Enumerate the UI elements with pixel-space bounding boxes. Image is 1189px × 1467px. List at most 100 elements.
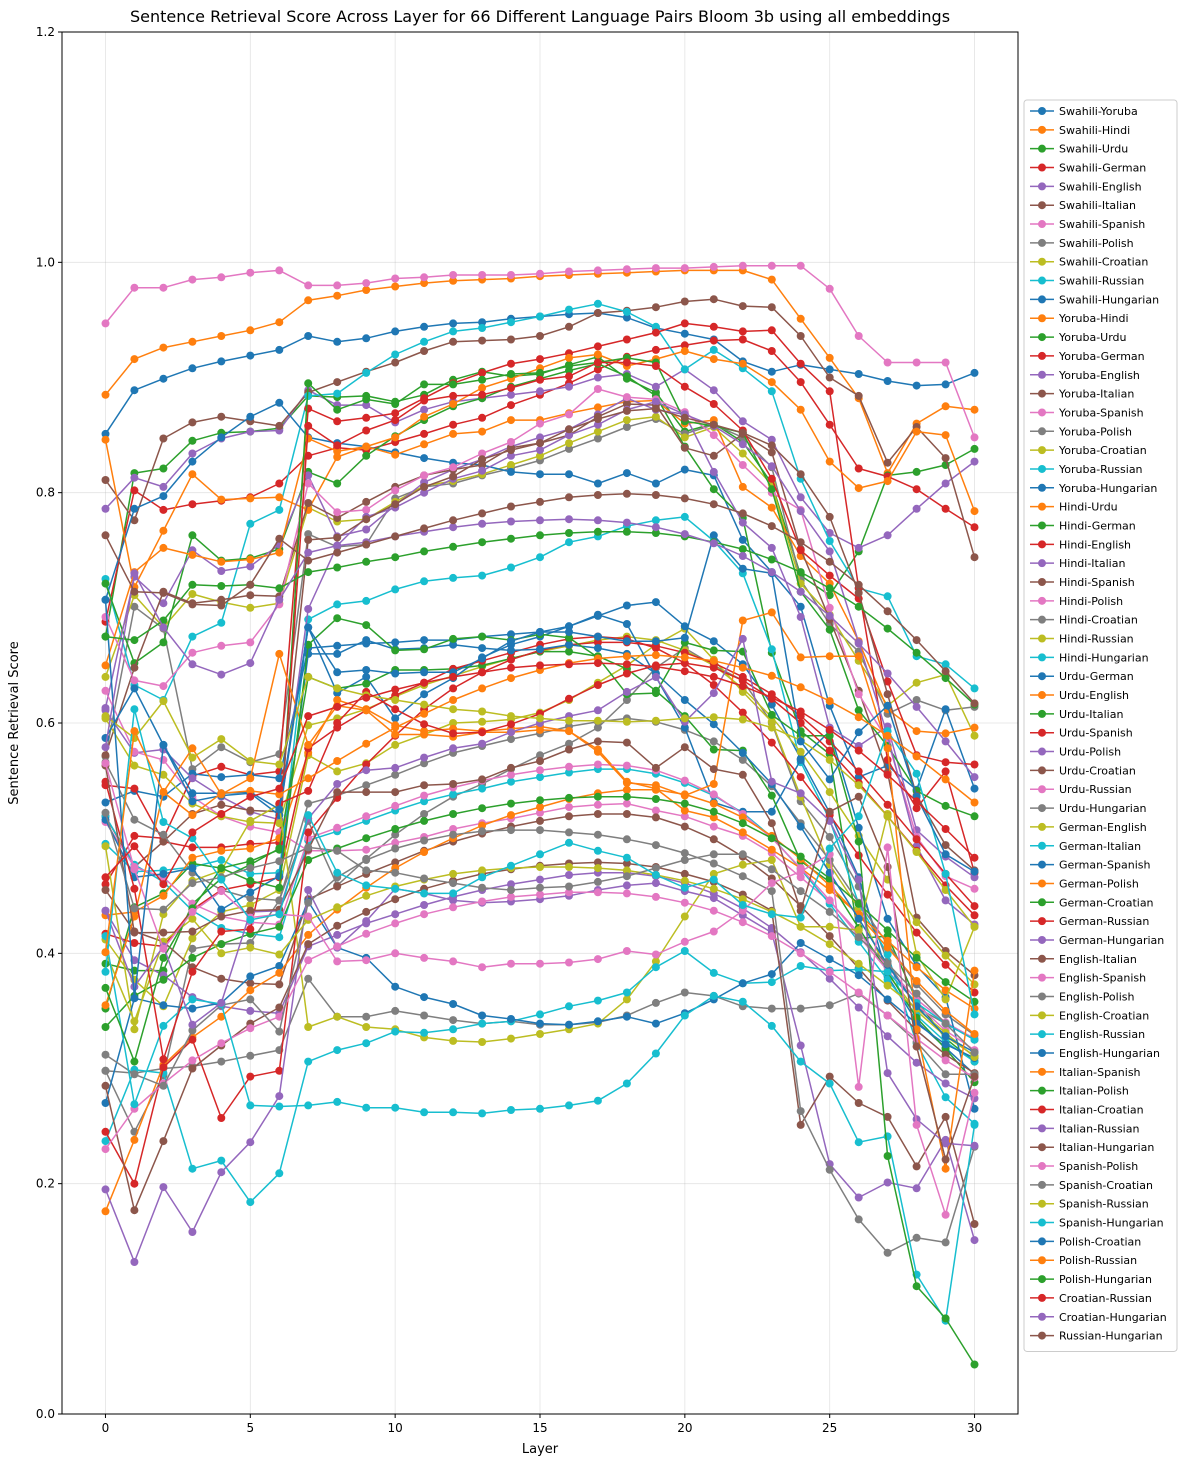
data-point xyxy=(130,1057,139,1066)
data-point xyxy=(709,485,718,494)
legend-marker xyxy=(1038,408,1046,417)
legend-marker xyxy=(1038,766,1046,775)
legend-entry: English-Croatian xyxy=(1030,1009,1149,1022)
data-point xyxy=(565,362,573,370)
data-point xyxy=(825,746,834,755)
data-point xyxy=(188,843,197,852)
data-point xyxy=(159,818,168,826)
data-point xyxy=(478,466,487,475)
data-point xyxy=(767,474,776,483)
data-point xyxy=(159,755,168,764)
data-point xyxy=(767,723,776,732)
data-point xyxy=(217,495,226,504)
data-point xyxy=(101,531,110,540)
data-point xyxy=(796,747,805,756)
data-point xyxy=(854,767,863,776)
data-point xyxy=(333,291,342,300)
data-point xyxy=(304,615,313,624)
data-point xyxy=(188,744,197,753)
data-point xyxy=(478,707,487,716)
data-point xyxy=(391,500,400,509)
data-point xyxy=(391,450,400,459)
data-point xyxy=(217,789,226,798)
data-point xyxy=(565,633,573,642)
data-point xyxy=(188,580,197,589)
data-point xyxy=(593,610,602,619)
data-point xyxy=(941,504,950,513)
data-point xyxy=(130,1070,139,1079)
data-point xyxy=(912,702,921,711)
data-point xyxy=(709,646,718,655)
data-point xyxy=(854,690,863,699)
data-point xyxy=(159,623,168,632)
data-point xyxy=(709,835,718,844)
data-point xyxy=(449,640,458,649)
data-point xyxy=(333,696,342,704)
data-point xyxy=(709,859,718,868)
data-point xyxy=(507,563,515,572)
data-point xyxy=(246,659,255,668)
legend-marker xyxy=(1038,238,1046,247)
data-point xyxy=(941,1314,950,1323)
data-point xyxy=(275,505,284,514)
legend-marker xyxy=(1038,559,1046,568)
data-point xyxy=(449,523,458,532)
data-point xyxy=(362,834,371,843)
data-point xyxy=(217,998,226,1007)
data-point xyxy=(391,696,400,704)
data-point xyxy=(970,966,979,975)
data-point xyxy=(478,271,487,279)
data-point xyxy=(101,1185,110,1194)
data-point xyxy=(941,1032,950,1041)
data-point xyxy=(478,383,487,392)
data-point xyxy=(593,365,602,374)
y-tick-label: 0.0 xyxy=(36,1407,55,1421)
data-point xyxy=(304,649,313,658)
data-point xyxy=(159,880,168,889)
data-point xyxy=(304,605,313,613)
data-point xyxy=(941,869,950,878)
data-point xyxy=(796,470,805,479)
y-tick-label: 0.2 xyxy=(36,1177,55,1191)
data-point xyxy=(883,959,892,968)
data-point xyxy=(680,912,689,921)
data-point xyxy=(246,816,255,825)
data-point xyxy=(188,934,197,943)
data-point xyxy=(507,655,515,664)
data-point xyxy=(130,283,139,292)
data-point xyxy=(507,770,515,779)
data-point xyxy=(159,837,168,846)
data-point xyxy=(391,770,400,779)
legend-marker xyxy=(1038,295,1046,304)
data-point xyxy=(101,959,110,968)
data-point xyxy=(593,1096,602,1105)
data-point xyxy=(420,730,429,739)
legend-label: Swahili-Russian xyxy=(1059,275,1144,288)
data-point xyxy=(593,373,602,382)
data-point xyxy=(246,326,255,335)
legend-entry: German-Russian xyxy=(1030,915,1149,928)
legend-entry: Urdu-Russian xyxy=(1030,783,1132,796)
data-point xyxy=(680,937,689,946)
data-point xyxy=(825,387,834,396)
data-point xyxy=(159,374,168,383)
data-point xyxy=(333,548,342,557)
data-point xyxy=(854,781,863,790)
data-point xyxy=(478,336,487,345)
data-point xyxy=(651,303,660,312)
legend-label: Swahili-German xyxy=(1059,162,1146,175)
data-point xyxy=(883,770,892,779)
data-point xyxy=(333,641,342,650)
legend-marker xyxy=(1038,351,1046,360)
data-point xyxy=(333,684,342,693)
data-point xyxy=(304,535,313,544)
data-point xyxy=(941,841,950,850)
data-point xyxy=(333,788,342,797)
data-point xyxy=(391,350,400,359)
data-point xyxy=(304,404,313,413)
data-point xyxy=(680,667,689,676)
data-point xyxy=(651,963,660,972)
data-point xyxy=(101,1099,110,1107)
data-point xyxy=(565,793,573,802)
data-point xyxy=(275,968,284,977)
